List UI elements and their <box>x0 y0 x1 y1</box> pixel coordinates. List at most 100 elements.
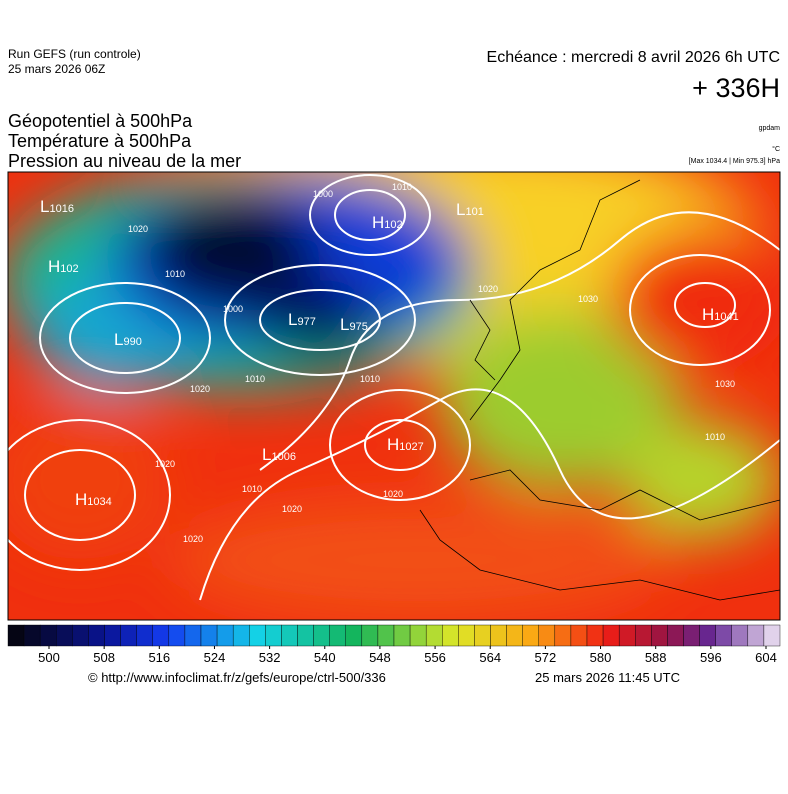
colorbar-cell <box>216 624 234 647</box>
isobar-label: 1000 <box>223 304 243 314</box>
colorbar-tick-label: 604 <box>755 650 777 665</box>
colorbar-cell <box>56 624 73 647</box>
colorbar-cell <box>570 624 588 647</box>
unit-temp: °C <box>772 145 780 153</box>
colorbar: 500 508 516 524 532 540 548 556 564 572 580 588 596 6… <box>7 624 781 665</box>
colorbar-cell <box>635 624 652 647</box>
colorbar-cell <box>249 624 266 647</box>
colorbar-cell <box>200 624 218 647</box>
colorbar-cell <box>683 624 700 647</box>
title-line: Pression au niveau de la mer <box>8 151 241 171</box>
isobar-label: 1010 <box>165 269 185 279</box>
isobar-label: 1010 <box>360 374 380 384</box>
colorbar-tick-label: 572 <box>535 650 557 665</box>
colorbar-cell <box>281 624 298 647</box>
lead-time: + 336H <box>692 73 780 103</box>
pressure-center: H102 <box>48 257 79 276</box>
colorbar-cell <box>232 624 250 647</box>
isobar-label: 1030 <box>715 379 735 389</box>
colorbar-cell <box>168 624 186 647</box>
timestamp: 25 mars 2026 11:45 UTC <box>535 670 680 685</box>
pressure-center: L990 <box>114 330 142 349</box>
unit-gpdam: gpdam <box>759 125 781 132</box>
colorbar-cell <box>184 624 202 647</box>
isobar-label: 1020 <box>478 284 498 294</box>
pressure-center: H1041 <box>702 305 739 324</box>
colorbar-cell <box>7 624 25 647</box>
colorbar-cell <box>715 624 732 647</box>
colorbar-cell <box>23 624 41 647</box>
colorbar-cell <box>474 624 491 647</box>
colorbar-cell <box>763 624 781 647</box>
isobars <box>8 174 780 601</box>
colorbar-cell <box>425 624 443 647</box>
colorbar-tick-label: 540 <box>314 650 336 665</box>
colorbar-cell <box>699 624 716 647</box>
isobar-label: 1010 <box>245 374 265 384</box>
colorbar-tick-label: 548 <box>369 650 391 665</box>
isobar-label: 1010 <box>705 432 725 442</box>
colorbar-tick-label: 564 <box>479 650 501 665</box>
source-url: © http://www.infoclimat.fr/z/gefs/europe… <box>88 670 386 685</box>
pressure-center: L975 <box>340 315 368 334</box>
colorbar-cell <box>522 624 539 647</box>
colorbar-cell <box>297 624 314 647</box>
colorbar-cell <box>667 624 684 647</box>
colorbar-cell <box>618 624 636 647</box>
pressure-center: H102 <box>372 213 403 232</box>
colorbar-cell <box>361 624 379 647</box>
colorbar-cell <box>345 624 363 647</box>
colorbar-cell <box>39 624 57 647</box>
colorbar-tick-label: 532 <box>259 650 281 665</box>
colorbar-cell <box>458 624 475 647</box>
colorbar-cell <box>152 624 170 647</box>
colorbar-cell <box>747 624 765 647</box>
isobar-label: 1020 <box>383 489 403 499</box>
isobar-label: 1000 <box>313 189 333 199</box>
pressure-center: H1027 <box>387 435 424 454</box>
pressure-range: [Max 1034.4 | Min 975.3] hPa <box>689 158 780 165</box>
pressure-center: L977 <box>288 310 316 329</box>
colorbar-tick-label: 500 <box>38 650 60 665</box>
pressure-center: H1034 <box>75 490 112 509</box>
colorbar-cell <box>731 624 749 647</box>
map-field: L1016 H102 L990 L977 L975 H102 L101 H104… <box>8 172 780 620</box>
title-line: Géopotentiel à 500hPa <box>8 111 193 131</box>
colorbar-cell <box>393 624 411 647</box>
colorbar-tick-label: 508 <box>93 650 115 665</box>
colorbar-cell <box>442 624 459 647</box>
colorbar-cell <box>538 624 556 647</box>
colorbar-tick-label: 556 <box>424 650 446 665</box>
title-line: Température à 500hPa <box>8 131 192 151</box>
isobar-label: 1010 <box>392 182 412 192</box>
colorbar-cell <box>377 624 395 647</box>
colorbar-tick-label: 588 <box>645 650 667 665</box>
colorbar-cell <box>120 624 137 647</box>
coastlines <box>419 179 780 601</box>
pressure-center: L1016 <box>40 197 74 216</box>
colorbar-tick-label: 524 <box>204 650 226 665</box>
colorbar-tick-label: 516 <box>148 650 170 665</box>
colorbar-cell <box>72 624 89 647</box>
colorbar-cell <box>104 624 121 647</box>
pressure-center: L1006 <box>262 445 296 464</box>
colorbar-cell <box>329 624 346 647</box>
colorbar-cell <box>490 624 507 647</box>
echeance: Echéance : mercredi 8 avril 2026 6h UTC <box>487 49 780 66</box>
run-label: Run GEFS (run controle) <box>8 47 141 61</box>
colorbar-cell <box>651 624 668 647</box>
colorbar-cell <box>136 624 153 647</box>
map-frame <box>7 171 781 621</box>
isobar-label: 1020 <box>128 224 148 234</box>
colorbar-cell <box>313 624 330 647</box>
colorbar-cell <box>586 624 604 647</box>
colorbar-cell <box>602 624 620 647</box>
colorbar-cell <box>554 624 572 647</box>
colorbar-tick-label: 596 <box>700 650 722 665</box>
pressure-center: L101 <box>456 200 484 219</box>
colorbar-cell <box>88 624 105 647</box>
isobar-label: 1020 <box>190 384 210 394</box>
isobar-label: 1030 <box>578 294 598 304</box>
isobar-label: 1020 <box>282 504 302 514</box>
